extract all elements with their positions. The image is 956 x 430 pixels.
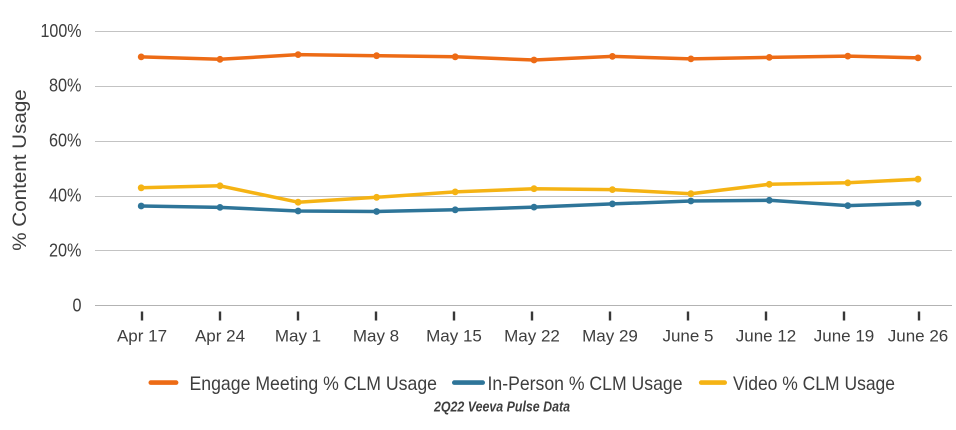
svg-text:June 26: June 26 [888,327,949,346]
svg-text:May 15: May 15 [426,327,482,346]
svg-text:Engage Meeting % CLM Usage: Engage Meeting % CLM Usage [190,373,438,395]
svg-text:Video % CLM Usage: Video % CLM Usage [733,373,895,395]
svg-text:% Content Usage: % Content Usage [9,89,31,251]
svg-text:20%: 20% [49,239,82,260]
svg-text:Apr 17: Apr 17 [117,327,167,346]
svg-text:80%: 80% [49,75,82,96]
svg-text:60%: 60% [49,130,82,151]
svg-text:June 12: June 12 [736,327,797,346]
svg-text:June 5: June 5 [662,327,713,346]
svg-text:Apr 24: Apr 24 [195,327,245,346]
svg-text:June 19: June 19 [814,327,875,346]
svg-text:May 1: May 1 [275,327,321,346]
svg-text:May 8: May 8 [353,327,399,346]
svg-text:In-Person % CLM Usage: In-Person % CLM Usage [488,373,683,395]
svg-text:May 22: May 22 [504,327,560,346]
svg-text:2Q22 Veeva Pulse Data: 2Q22 Veeva Pulse Data [433,398,570,415]
svg-text:May 29: May 29 [582,327,638,346]
svg-text:40%: 40% [49,185,82,206]
svg-text:100%: 100% [41,20,82,41]
svg-text:0: 0 [73,294,82,315]
